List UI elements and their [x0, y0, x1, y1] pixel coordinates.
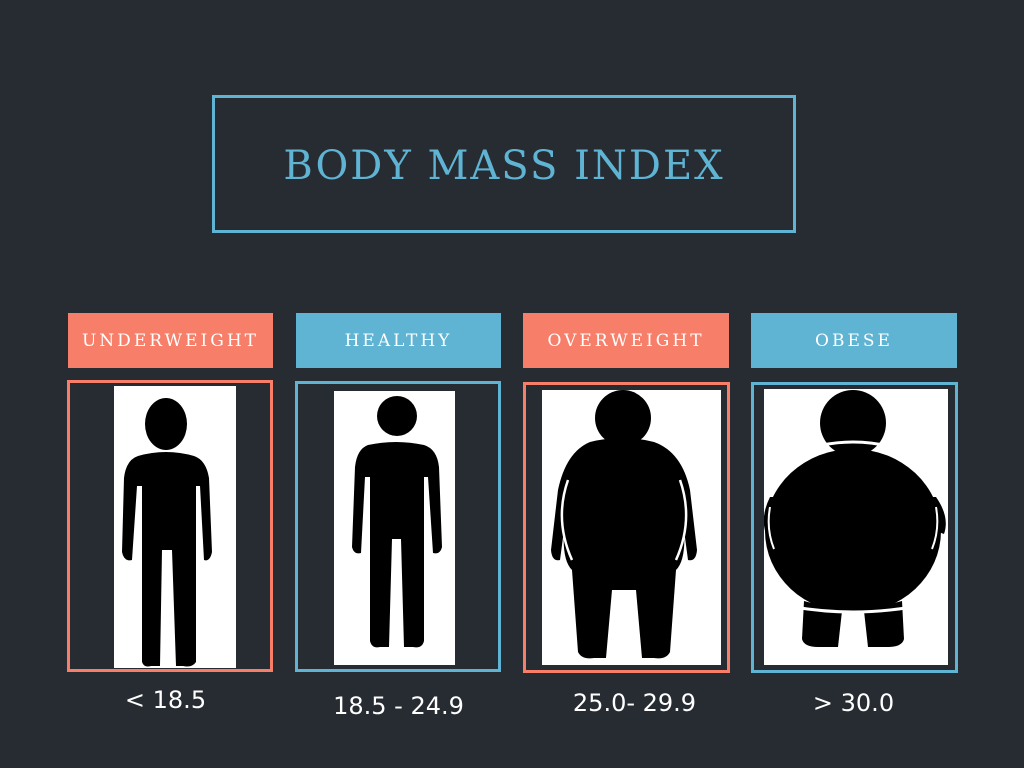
bmi-range-underweight: < 18.5: [124, 686, 207, 714]
category-label-text: OVERWEIGHT: [547, 330, 705, 351]
healthy-person-icon: [334, 391, 455, 665]
obese-person-icon: [764, 389, 948, 665]
category-label-healthy: HEALTHY: [296, 313, 501, 368]
overweight-person-icon: [542, 390, 721, 665]
bmi-range-healthy: 18.5 - 24.9: [333, 692, 464, 720]
category-frame-healthy: [295, 381, 501, 672]
category-label-overweight: OVERWEIGHT: [523, 313, 729, 368]
page-title: BODY MASS INDEX: [283, 143, 725, 189]
thin-person-icon: [114, 386, 236, 668]
category-frame-obese: [751, 382, 958, 673]
category-frame-overweight: [523, 382, 730, 673]
bmi-range-obese: > 30.0: [812, 689, 895, 717]
category-label-obese: OBESE: [751, 313, 957, 368]
category-label-text: HEALTHY: [344, 330, 453, 351]
category-label-underweight: UNDERWEIGHT: [68, 313, 273, 368]
bmi-range-overweight: 25.0- 29.9: [572, 689, 697, 717]
category-label-text: OBESE: [815, 330, 893, 351]
title-frame: BODY MASS INDEX: [212, 95, 796, 233]
category-label-text: UNDERWEIGHT: [81, 330, 259, 351]
category-frame-underweight: [67, 380, 273, 672]
